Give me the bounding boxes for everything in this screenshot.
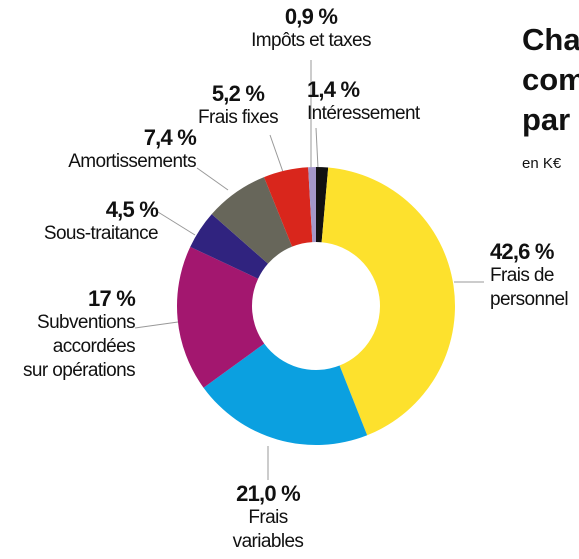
title-line: Cha [522,22,579,57]
segment-label: 4,5 % Sous-traitance [43,197,159,246]
value-label: 17 % [88,286,136,311]
leader-line [157,211,196,236]
donut [177,167,456,446]
category-label: Sous-traitance [43,223,159,244]
segment-label: 1,4 % Intéressement [307,78,420,126]
segment-label: 0,9 % Impôts et taxes [251,5,371,53]
leader-line [315,127,319,169]
value-label: 7,4 % [143,125,197,150]
donut-segment [308,167,316,243]
value-label: 5,2 % [211,81,265,106]
leader-line [196,167,229,191]
value-label: 0,9 % [284,4,338,29]
value-label: 4,5 % [105,197,159,222]
title-line: par [522,102,571,137]
segment-label: 17 % Subventions accordées sur opérations [22,286,136,383]
donut-segment [177,246,265,388]
segment-label: 7,4 % Amortissements [68,125,197,174]
donut-segment [264,167,313,247]
leader-line [134,321,179,329]
category-label: Subventions accordées sur opérations [22,312,136,381]
donut-segment [203,343,368,446]
value-label: 1,4 % [307,77,360,102]
leader-lines [134,60,484,480]
category-label: Amortissements [68,151,196,172]
donut-segment [321,167,456,436]
segment-label: 21,0 % Frais variables [233,482,304,554]
category-label: Intéressement [307,103,420,124]
category-label: Frais variables [232,507,304,552]
segment-label: 5,2 % Frais fixes [198,81,279,130]
segment-label: 42,6 % Frais de personnel [490,239,569,312]
donut-segment [316,167,329,243]
value-label: 42,6 % [490,239,555,264]
donut-segment [190,214,268,279]
subtitle: en K€ [522,155,562,172]
category-label: Frais de personnel [490,265,569,310]
category-label: Impôts et taxes [251,30,371,51]
title-line: com [522,62,579,97]
category-label: Frais fixes [198,107,279,128]
leader-line [269,134,284,173]
donut-segment [211,177,293,264]
value-label: 21,0 % [236,481,300,506]
